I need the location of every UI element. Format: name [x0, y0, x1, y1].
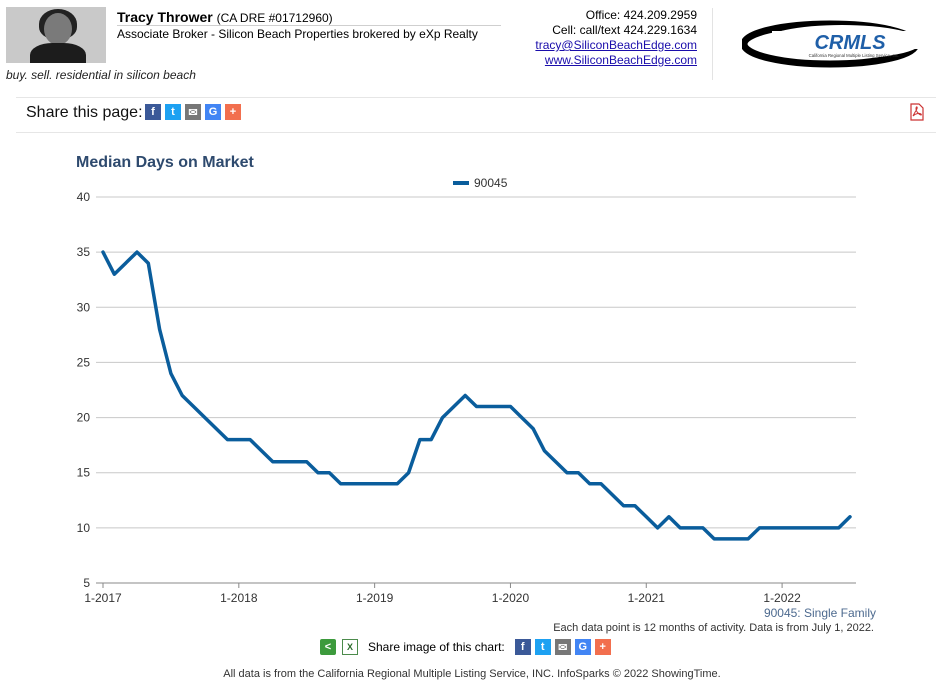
share-image-label: Share image of this chart:	[368, 640, 505, 654]
google-icon[interactable]: G	[574, 639, 591, 655]
contact-block: Office: 424.209.2959 Cell: call/text 424…	[535, 8, 697, 68]
y-tick-label: 30	[77, 300, 91, 314]
excel-icon[interactable]: X	[342, 639, 358, 655]
y-tick-label: 40	[77, 190, 91, 204]
twitter-icon[interactable]: t	[165, 104, 181, 120]
x-tick-label: 1-2019	[356, 591, 394, 605]
google-icon[interactable]: G	[205, 104, 221, 120]
share-icons: f t ✉ G +	[145, 104, 241, 120]
y-tick-label: 25	[77, 355, 91, 369]
agent-title: Associate Broker - Silicon Beach Propert…	[117, 27, 478, 41]
x-tick-label: 1-2021	[628, 591, 666, 605]
agent-name-text: Tracy Thrower	[117, 9, 213, 25]
facebook-icon[interactable]: f	[145, 104, 161, 120]
x-tick-label: 1-2020	[492, 591, 530, 605]
website-link[interactable]: www.SiliconBeachEdge.com	[544, 53, 697, 67]
x-tick-label: 1-2017	[84, 591, 122, 605]
agent-dre: (CA DRE #01712960)	[216, 11, 333, 25]
agent-tagline: buy. sell. residential in silicon beach	[6, 68, 196, 82]
facebook-icon[interactable]: f	[514, 639, 531, 655]
series-line-90045	[101, 250, 852, 541]
email-icon[interactable]: ✉	[185, 104, 201, 120]
footer-credit: All data is from the California Regional…	[223, 668, 721, 680]
cell-phone: Cell: call/text 424.229.1634	[552, 23, 697, 37]
y-tick-label: 15	[77, 466, 91, 480]
twitter-icon[interactable]: t	[534, 639, 551, 655]
y-tick-label: 10	[77, 521, 91, 535]
image-share-bar: < X Share image of this chart: f t ✉ G +	[320, 639, 611, 655]
crmls-logo-subtext: California Regional Multiple Listing Ser…	[809, 53, 900, 58]
name-divider	[117, 25, 501, 26]
x-tick-label: 1-2022	[763, 591, 801, 605]
agent-photo	[6, 7, 106, 63]
y-tick-label: 20	[77, 411, 91, 425]
legend-label: 90045	[474, 176, 508, 190]
plus-icon[interactable]: +	[594, 639, 611, 655]
series-footnote: 90045: Single Family	[763, 606, 876, 620]
share-page-label: Share this page:	[26, 104, 143, 121]
y-tick-label: 5	[83, 576, 90, 590]
share-bar: Share this page: f t ✉ G +	[16, 97, 936, 133]
chart-title: Median Days on Market	[76, 154, 254, 171]
crmls-logo-text: CRMLS	[814, 32, 886, 54]
header-divider	[712, 8, 713, 80]
x-tick-label: 1-2018	[220, 591, 258, 605]
agent-name: Tracy Thrower (CA DRE #01712960)	[117, 9, 333, 25]
email-icon[interactable]: ✉	[554, 639, 571, 655]
pdf-icon[interactable]	[909, 103, 925, 121]
email-link[interactable]: tracy@SiliconBeachEdge.com	[535, 38, 697, 52]
y-tick-label: 35	[77, 245, 91, 259]
office-phone: Office: 424.209.2959	[585, 8, 697, 22]
share-icon[interactable]: <	[320, 639, 336, 655]
crmls-logo: CRMLS California Regional Multiple Listi…	[742, 20, 922, 68]
line-chart: 5 10 15 20 25 30 35 40 1-2017 1-2018 1-2019 1-2020 1…	[77, 176, 856, 605]
data-note: Each data point is 12 months of activity…	[553, 622, 874, 634]
plus-icon[interactable]: +	[225, 104, 241, 120]
